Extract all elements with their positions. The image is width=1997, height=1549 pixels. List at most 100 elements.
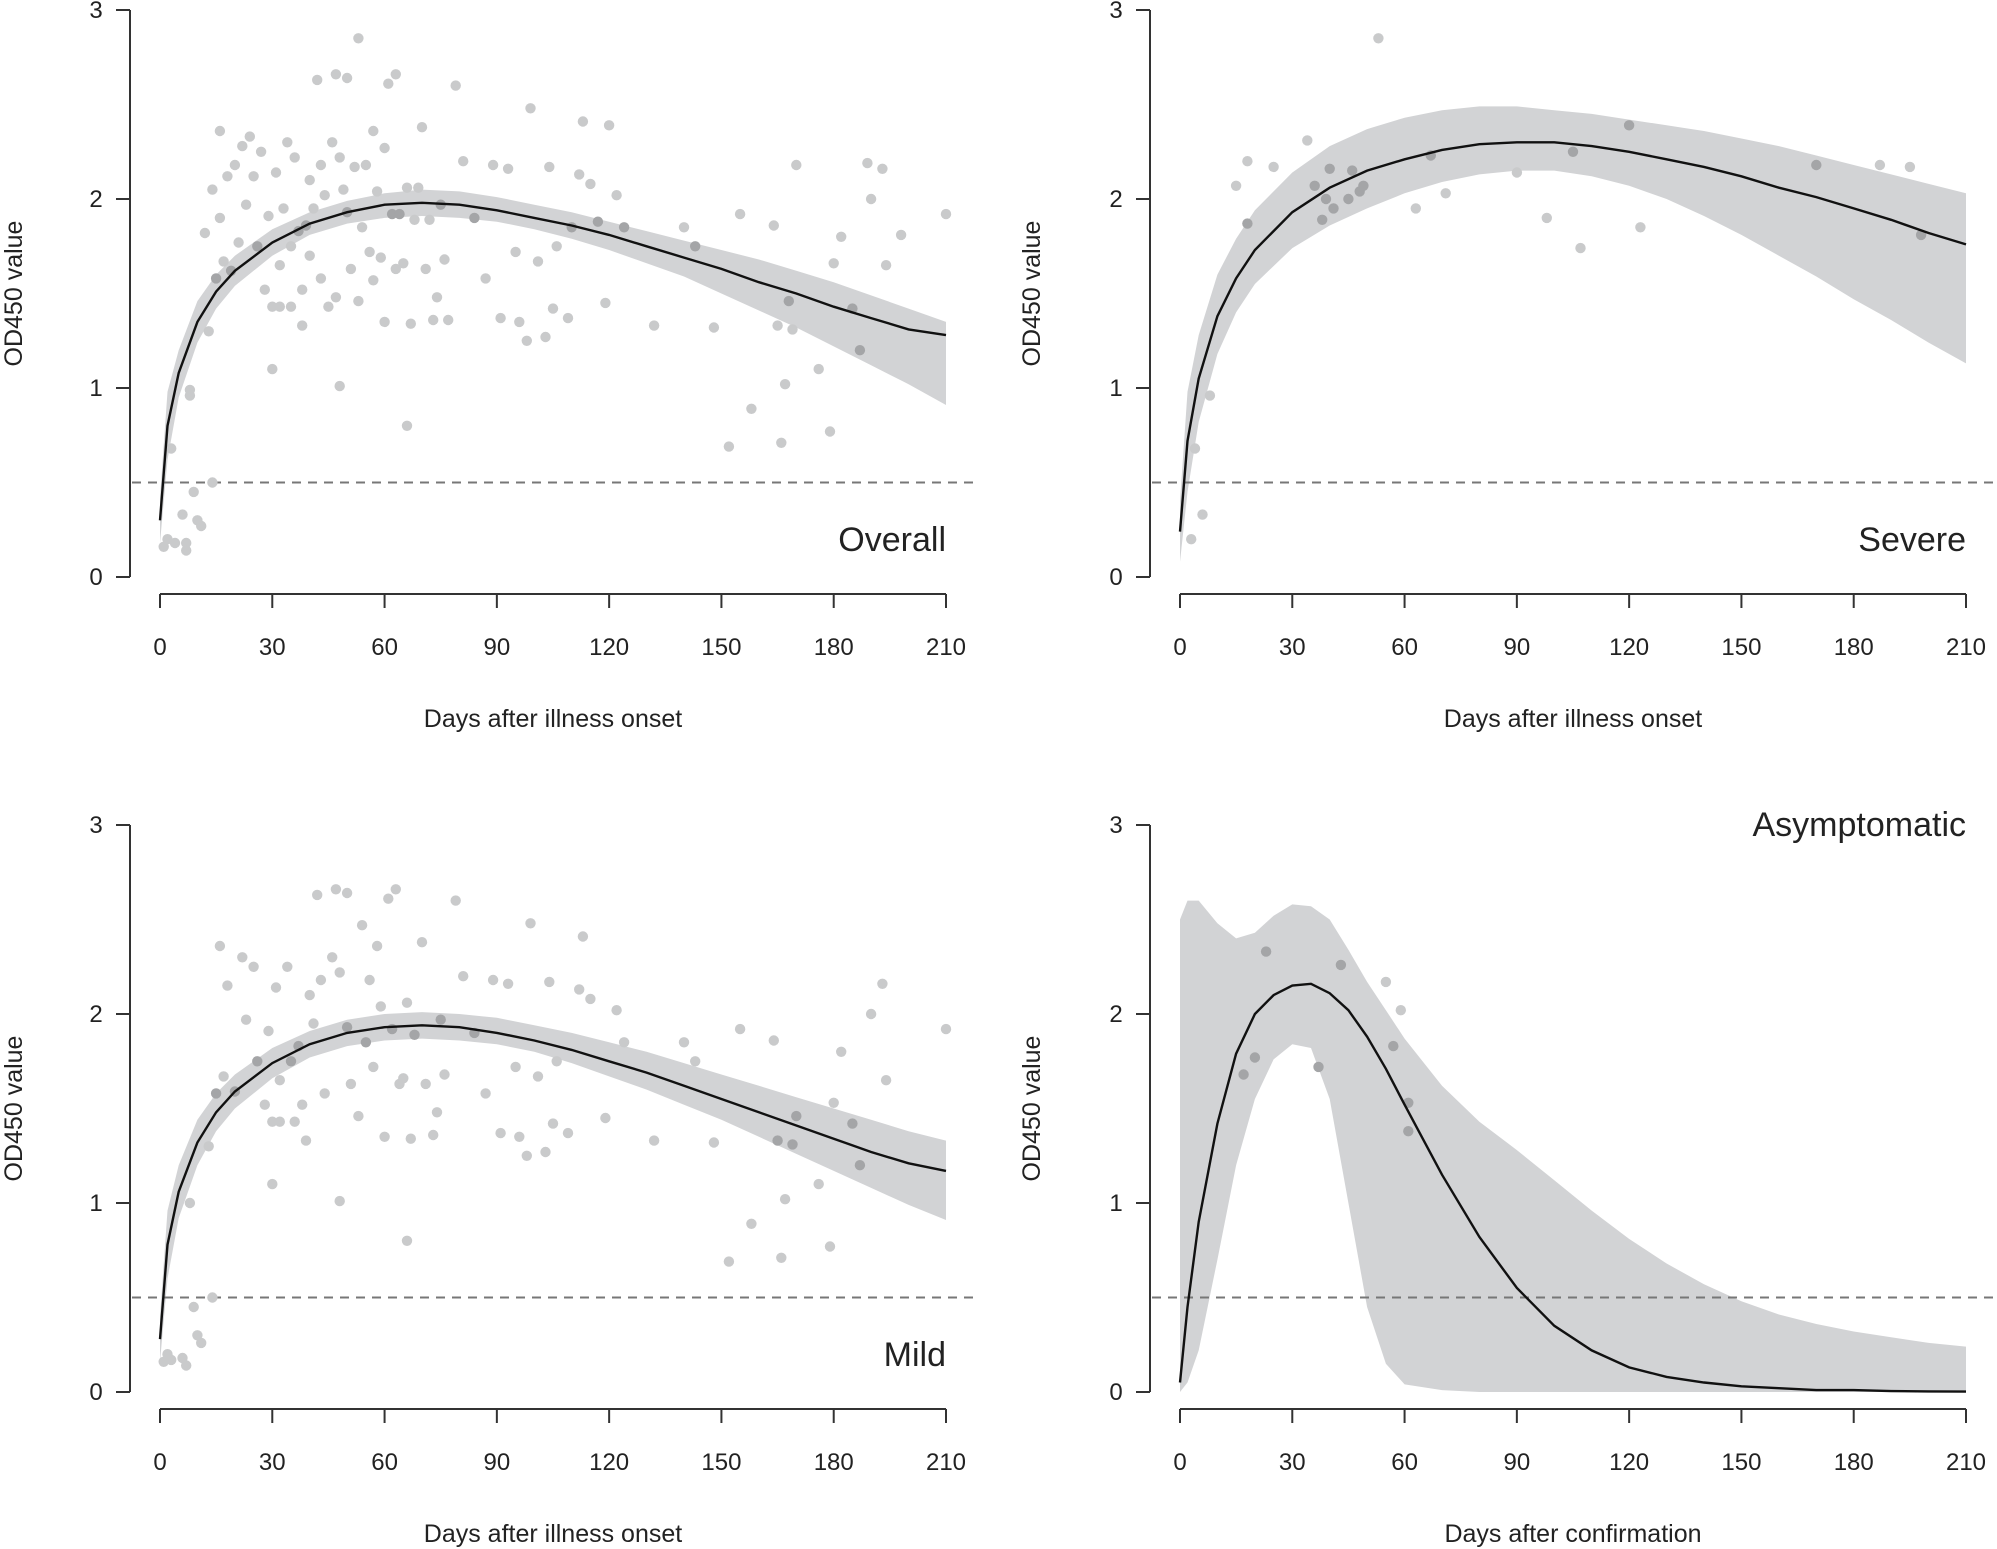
data-point: [1635, 222, 1646, 233]
data-point: [824, 1241, 836, 1252]
y-axis-title: OD450 value: [0, 1036, 28, 1182]
data-point: [450, 895, 461, 906]
data-point: [237, 952, 248, 963]
data-point: [1189, 443, 1201, 454]
data-point: [181, 537, 192, 549]
data-point: [386, 208, 398, 220]
panel-title: Mild: [884, 1336, 946, 1374]
data-point: [547, 303, 559, 314]
data-point: [282, 961, 293, 972]
data-point: [779, 1194, 791, 1205]
data-point: [166, 1354, 177, 1366]
data-point: [312, 74, 323, 86]
x-tick-label: 120: [589, 634, 629, 661]
x-tick-label: 0: [153, 634, 166, 661]
data-point: [865, 193, 877, 205]
data-point: [562, 1127, 574, 1139]
y-tick-label: 1: [1109, 375, 1122, 402]
data-point: [1623, 120, 1635, 131]
data-point: [1373, 33, 1384, 44]
data-point: [1317, 214, 1328, 225]
x-tick-label: 90: [1504, 634, 1531, 661]
x-tick-label: 180: [814, 1449, 854, 1476]
data-point: [278, 203, 289, 214]
data-point: [1309, 180, 1320, 191]
x-tick-label: 0: [1173, 1449, 1186, 1476]
data-point: [776, 1252, 787, 1264]
data-point: [222, 171, 233, 182]
x-tick-label: 210: [1946, 634, 1986, 661]
data-point: [600, 297, 611, 309]
x-tick-label: 60: [1391, 634, 1418, 661]
data-point: [210, 1088, 222, 1099]
data-point: [409, 1029, 420, 1041]
data-point: [371, 186, 383, 197]
data-point: [603, 120, 615, 131]
x-tick-label: 210: [926, 634, 966, 661]
data-point: [1347, 165, 1358, 176]
data-point: [431, 292, 443, 303]
data-point: [1320, 193, 1332, 205]
data-point: [300, 1135, 312, 1146]
data-point: [304, 174, 315, 186]
y-tick-label: 1: [89, 375, 102, 402]
data-point: [259, 1099, 270, 1110]
data-point: [203, 1141, 214, 1152]
data-point: [1403, 1126, 1414, 1137]
data-point: [1567, 146, 1579, 157]
data-point: [514, 1131, 525, 1143]
data-point: [405, 1133, 416, 1144]
x-tick-label: 30: [259, 1449, 286, 1476]
data-point: [218, 1071, 229, 1082]
data-point: [345, 1078, 357, 1090]
data-point: [319, 190, 330, 201]
data-point: [353, 33, 364, 44]
data-point: [315, 273, 327, 284]
data-point: [379, 142, 390, 154]
y-tick-label: 0: [89, 1379, 102, 1406]
data-point: [600, 1112, 611, 1124]
data-point: [813, 363, 824, 375]
data-point: [428, 314, 439, 326]
data-point: [439, 1069, 450, 1080]
data-point: [334, 967, 345, 978]
data-point: [836, 1046, 847, 1058]
data-point: [267, 301, 278, 312]
data-point: [1395, 1005, 1407, 1016]
data-point: [746, 1218, 757, 1230]
data-point: [356, 222, 368, 233]
data-point: [364, 246, 375, 258]
data-point: [1249, 1052, 1261, 1063]
data-point: [768, 1035, 779, 1046]
x-axis-title: Days after confirmation: [1444, 1520, 1701, 1548]
y-axis-title: OD450 value: [1018, 221, 1046, 367]
data-point: [297, 320, 308, 331]
fitted-curve: [158, 1024, 947, 1340]
x-tick-label: 30: [1279, 1449, 1306, 1476]
data-point: [207, 477, 218, 488]
data-point: [379, 316, 390, 328]
data-point: [547, 1118, 559, 1129]
data-point: [218, 256, 229, 267]
data-point: [368, 1061, 379, 1073]
fitted-curve: [158, 201, 947, 521]
confidence-band: [160, 1012, 946, 1362]
y-tick-label: 2: [1109, 186, 1122, 213]
data-point: [360, 159, 372, 171]
data-point: [210, 273, 222, 284]
data-point: [940, 1023, 952, 1035]
data-point: [420, 263, 431, 275]
data-point: [787, 1139, 798, 1150]
data-point: [585, 993, 596, 1005]
data-point: [439, 254, 450, 265]
data-point: [532, 256, 544, 267]
data-point: [308, 1018, 319, 1029]
data-point: [443, 314, 454, 326]
data-point: [787, 324, 798, 335]
data-point: [289, 1116, 300, 1127]
data-point: [375, 252, 386, 263]
data-point: [229, 159, 241, 171]
panel-title: Overall: [838, 521, 946, 559]
